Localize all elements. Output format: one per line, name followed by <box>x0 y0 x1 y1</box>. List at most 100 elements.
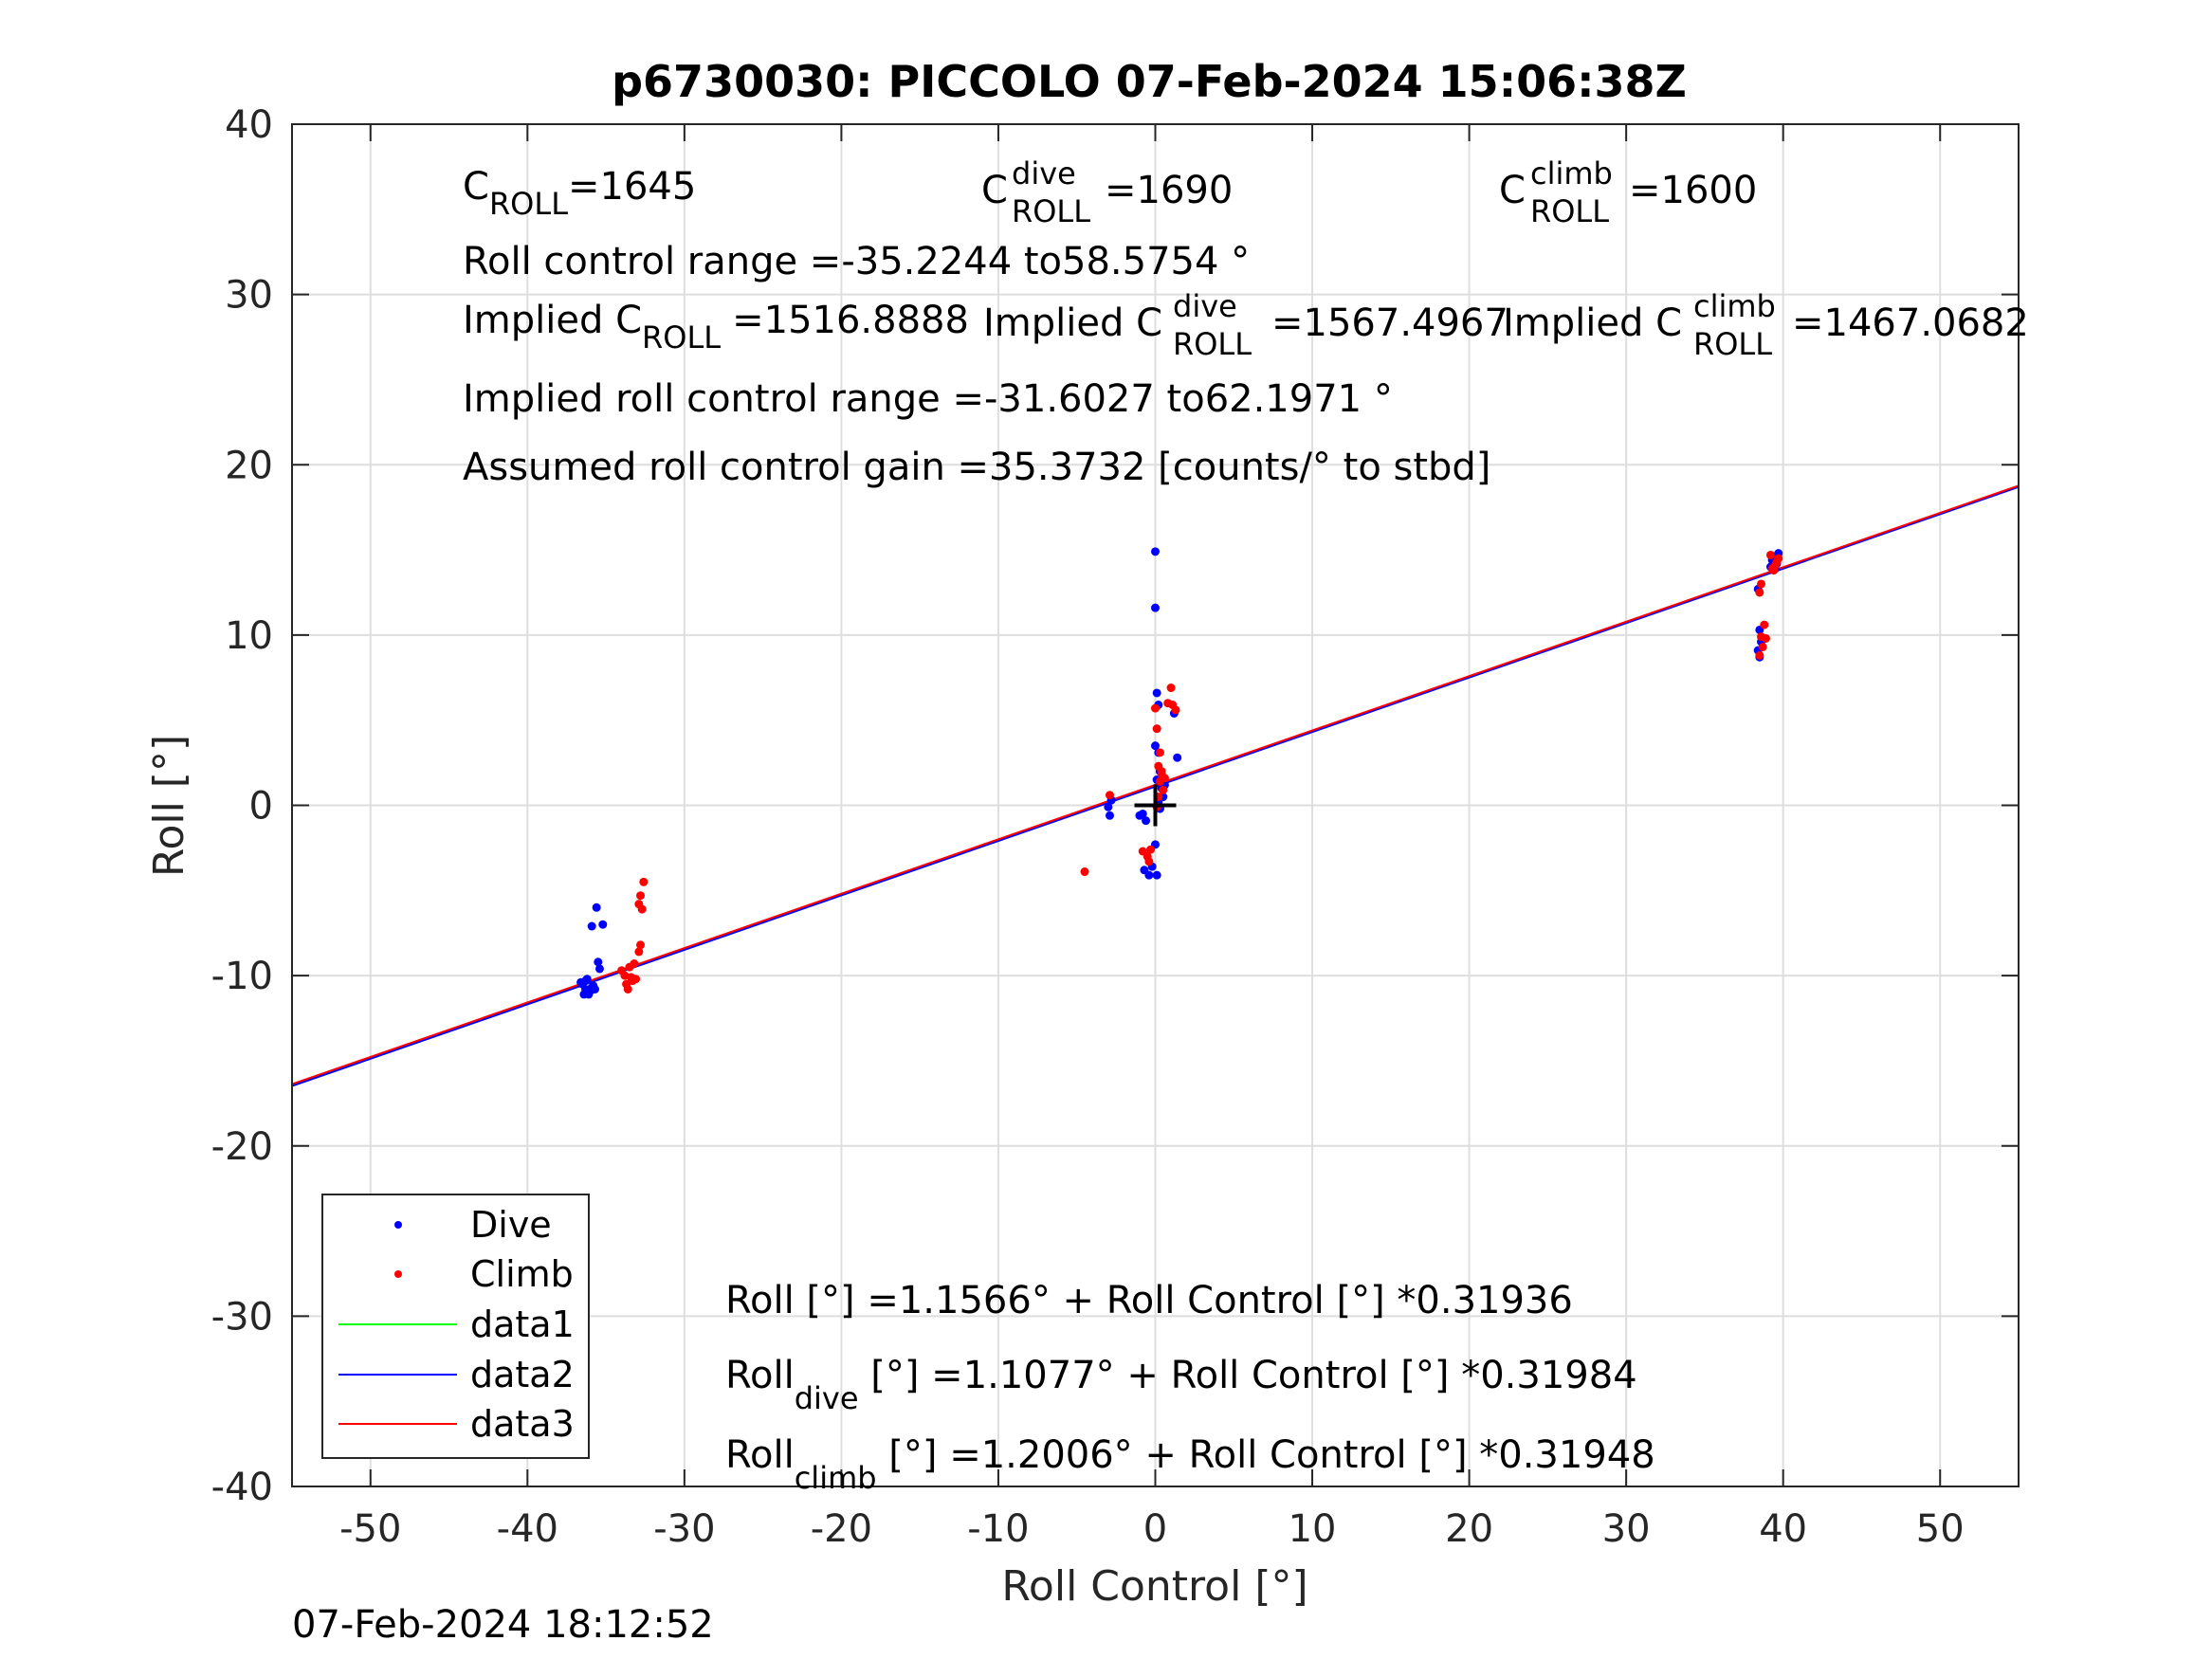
climb-point <box>1155 748 1164 757</box>
legend-dive-marker <box>394 1221 402 1229</box>
legend-data3-label: data3 <box>470 1403 575 1445</box>
dive-point <box>1173 753 1182 762</box>
dive-point <box>1151 547 1160 556</box>
annotation-implied-c-roll-dive-sub: ROLL <box>1173 326 1252 362</box>
climb-point <box>1152 724 1161 734</box>
dive-point <box>598 920 608 929</box>
y-tick-label: -10 <box>211 955 273 998</box>
dive-point <box>584 990 594 999</box>
climb-point <box>1755 588 1764 597</box>
climb-point <box>637 904 647 914</box>
y-tick-label: 0 <box>249 785 273 829</box>
climb-point <box>636 891 646 901</box>
climb-point <box>1757 632 1766 642</box>
dive-point <box>1140 866 1149 875</box>
annotation-implied-c-roll-dive: Implied C <box>983 301 1162 345</box>
annotation-c-roll-climb: C <box>1499 169 1526 212</box>
dive-point <box>1151 741 1160 751</box>
annotation-c-roll-climb-value: =1600 <box>1629 169 1757 212</box>
climb-point <box>634 947 644 957</box>
x-tick-label: 20 <box>1445 1507 1493 1551</box>
annotation-c-roll-dive-sup: dive <box>1012 155 1076 191</box>
climb-point <box>617 966 627 975</box>
annotation-implied-c-roll-climb-sup: climb <box>1693 288 1776 324</box>
climb-point <box>1166 684 1176 693</box>
climb-point <box>1755 650 1764 660</box>
x-tick-label: 50 <box>1916 1507 1965 1551</box>
legend-data2-label: data2 <box>470 1354 575 1395</box>
climb-point <box>1774 554 1783 563</box>
x-tick-label: -30 <box>653 1507 715 1551</box>
x-tick-label: -50 <box>339 1507 401 1551</box>
climb-point <box>1151 703 1160 713</box>
annotation-roll-range: Roll control range =-35.2244 to58.5754 ° <box>463 240 1250 283</box>
climb-point <box>1144 857 1154 866</box>
data-points <box>576 547 1783 999</box>
legend-data1-label: data1 <box>470 1304 575 1345</box>
dive-point <box>581 976 591 986</box>
annotation-fit-all: Roll [°] =1.1566° + Roll Control [°] *0.… <box>725 1279 1573 1322</box>
x-tick-label: 10 <box>1289 1507 1337 1551</box>
annotation-implied-c-roll-climb-value: =1467.0682 <box>1792 301 2029 345</box>
climb-point <box>1080 867 1089 877</box>
y-tick-label: -20 <box>211 1125 273 1169</box>
annotation-c-roll-climb-sup: climb <box>1530 155 1613 191</box>
dive-point <box>1151 603 1160 612</box>
annotation-implied-c-roll: Implied CROLL =1516.8888 <box>463 299 969 356</box>
x-tick-label: -20 <box>811 1507 872 1551</box>
y-axis-label: Roll [°] <box>145 735 193 877</box>
annotation-implied-c-roll-dive-sup: dive <box>1173 288 1237 324</box>
dive-point <box>1152 870 1161 880</box>
climb-point <box>1157 767 1166 776</box>
dive-point <box>594 957 603 967</box>
annotation-fit-climb: Rollclimb [°] =1.2006° + Roll Control [°… <box>725 1433 1655 1496</box>
climb-point <box>622 979 631 989</box>
climb-point <box>1760 620 1769 629</box>
climb-point <box>1138 847 1147 856</box>
climb-point <box>639 877 649 886</box>
annotation-gain: Assumed roll control gain =35.3732 [coun… <box>463 446 1490 489</box>
x-tick-label: 40 <box>1759 1507 1807 1551</box>
climb-point <box>1765 550 1775 559</box>
y-tick-label: -40 <box>211 1466 273 1509</box>
y-tick-label: 20 <box>225 444 273 487</box>
y-tick-label: 30 <box>225 274 273 318</box>
annotation-c-roll-dive-sub: ROLL <box>1012 193 1090 229</box>
x-axis-label: Roll Control [°] <box>1001 1562 1307 1611</box>
annotation-implied-c-roll-climb: Implied C <box>1503 301 1682 345</box>
origin-marker <box>1134 784 1177 827</box>
annotation-fit-dive: Rolldive [°] =1.1077° + Roll Control [°]… <box>725 1354 1637 1416</box>
legend-dive-label: Dive <box>470 1204 552 1246</box>
footer-timestamp: 07-Feb-2024 18:12:52 <box>292 1603 714 1647</box>
y-tick-label: 40 <box>225 103 273 147</box>
dive-point <box>1138 809 1147 818</box>
climb-point <box>1171 705 1180 715</box>
climb-point <box>631 975 641 984</box>
x-tick-labels: -50 -40 -30 -20 -10 0 10 20 30 40 50 <box>339 1507 1965 1551</box>
x-tick-label: -10 <box>967 1507 1029 1551</box>
x-tick-label: 0 <box>1143 1507 1167 1551</box>
climb-point <box>1146 845 1156 854</box>
climb-point <box>1758 642 1767 651</box>
chart-title: p6730030: PICCOLO 07-Feb-2024 15:06:38Z <box>612 56 1687 107</box>
legend: Dive Climb data1 data2 data3 <box>321 1194 590 1459</box>
annotation-implied-c-roll-dive-value: =1567.4967 <box>1271 301 1508 345</box>
annotation-c-roll-dive: C <box>981 169 1008 212</box>
dive-point <box>594 964 604 974</box>
climb-point <box>1757 579 1766 589</box>
dive-point <box>1142 816 1151 826</box>
annotation-c-roll: CROLL=1645 <box>463 165 696 222</box>
y-tick-label: 10 <box>225 614 273 658</box>
dive-point <box>591 984 600 994</box>
climb-point <box>1160 774 1169 783</box>
annotation-implied-c-roll-climb-sub: ROLL <box>1693 326 1772 362</box>
x-tick-label: 30 <box>1602 1507 1651 1551</box>
dive-point <box>587 921 596 931</box>
climb-point <box>1159 785 1168 794</box>
dive-point <box>1152 688 1161 698</box>
x-tick-label: -40 <box>497 1507 558 1551</box>
annotation-c-roll-climb-sub: ROLL <box>1530 193 1609 229</box>
annotation-implied-range: Implied roll control range =-31.6027 to6… <box>463 377 1393 421</box>
y-tick-labels: -40 -30 -20 -10 0 10 20 30 40 <box>211 103 273 1509</box>
